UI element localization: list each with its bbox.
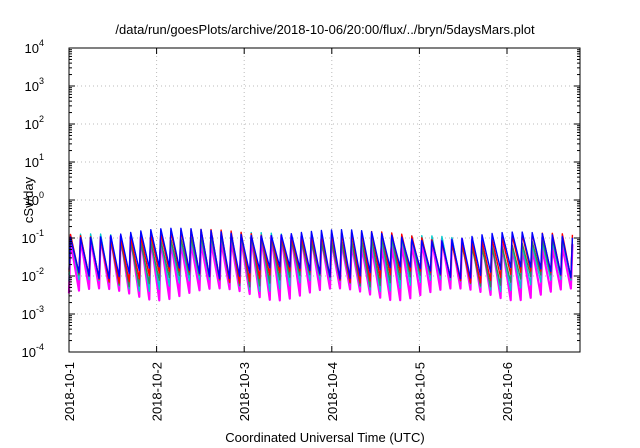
x-tick-label: 2018-10-1 bbox=[62, 362, 77, 421]
y-axis-label: cSv/day bbox=[21, 176, 36, 223]
chart-title: /data/run/goesPlots/archive/2018-10-06/2… bbox=[115, 22, 535, 37]
x-axis: 2018-10-1 2018-10-2 2018-10-3 2018-10-4 2018… bbox=[62, 48, 515, 421]
x-tick-label: 2018-10-5 bbox=[412, 362, 427, 421]
x-tick-label: 2018-10-2 bbox=[150, 362, 165, 421]
y-tick-label: 10-4 bbox=[22, 342, 44, 360]
y-tick-label: 104 bbox=[25, 38, 44, 56]
y-tick-label: 10-3 bbox=[22, 304, 44, 322]
series-line-5 bbox=[68, 227, 574, 280]
series-group bbox=[67, 227, 574, 302]
y-tick-label: 103 bbox=[25, 76, 44, 94]
y-tick-label: 102 bbox=[25, 114, 44, 132]
x-tick-label: 2018-10-4 bbox=[325, 362, 340, 421]
y-tick-label: 10-1 bbox=[22, 228, 44, 246]
x-axis-label: Coordinated Universal Time (UTC) bbox=[225, 430, 424, 445]
y-tick-label: 101 bbox=[25, 152, 44, 170]
x-tick-label: 2018-10-6 bbox=[500, 362, 515, 421]
y-axis: 10-4 10-3 10-2 10-1 100 101 102 103 104 bbox=[22, 38, 580, 360]
y-tick-label: 10-2 bbox=[22, 266, 44, 284]
y-tick-label: 100 bbox=[25, 190, 44, 208]
grid bbox=[69, 48, 580, 352]
x-tick-label: 2018-10-3 bbox=[237, 362, 252, 421]
